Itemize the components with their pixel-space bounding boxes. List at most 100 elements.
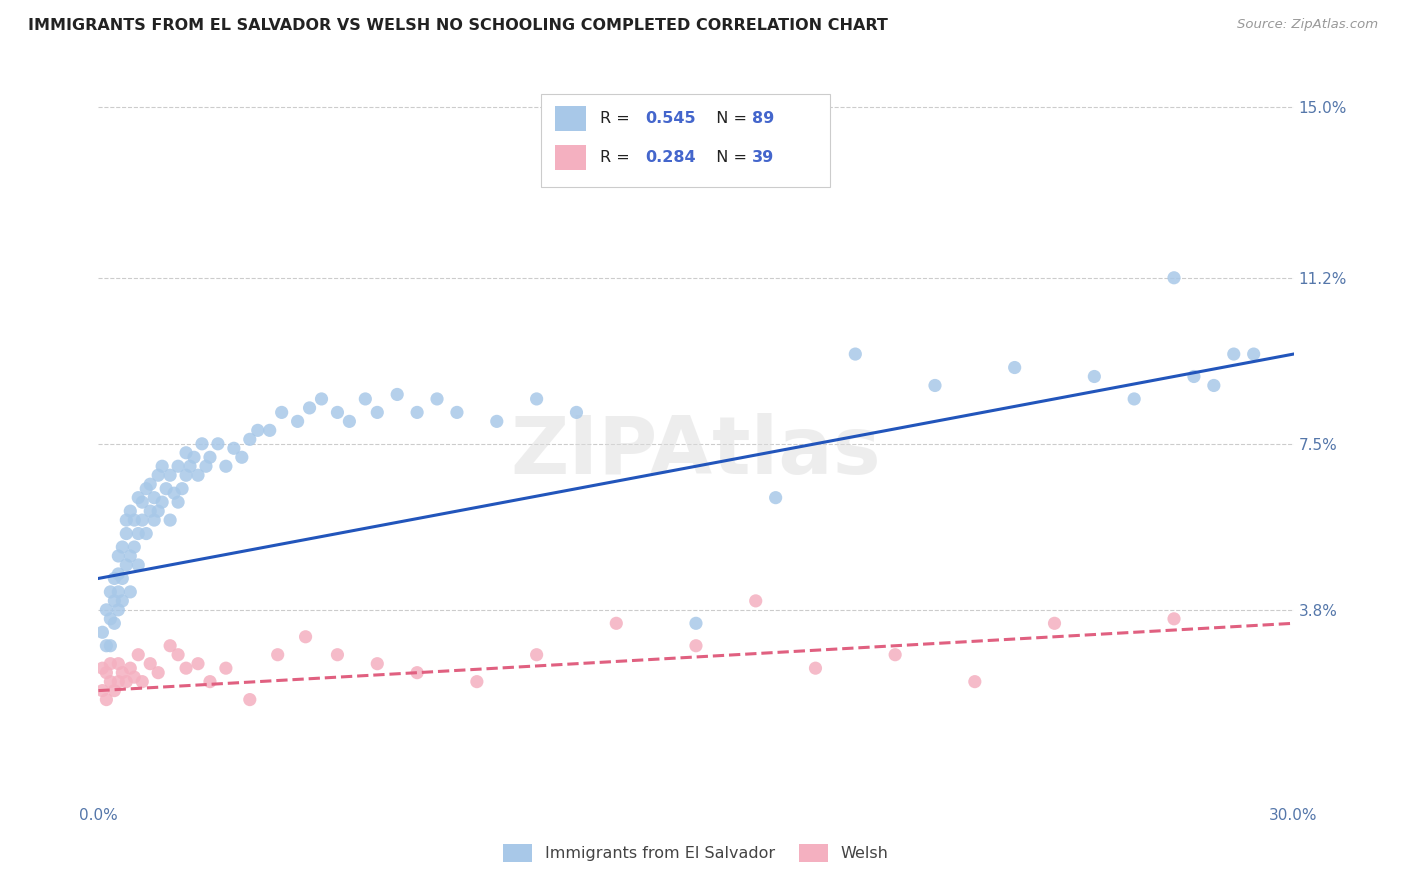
Point	[366, 657, 388, 671]
Point	[98, 657, 122, 671]
Point	[131, 495, 153, 509]
Point	[804, 661, 827, 675]
Point	[148, 468, 170, 483]
Point	[148, 504, 170, 518]
Point	[115, 558, 138, 572]
Point	[187, 468, 209, 483]
Point	[406, 665, 429, 680]
Point	[159, 513, 181, 527]
Point	[91, 661, 114, 675]
Point	[120, 549, 142, 563]
Point	[626, 159, 648, 173]
Point	[1163, 270, 1185, 285]
Point	[103, 616, 125, 631]
Point	[111, 665, 134, 680]
Point	[174, 446, 197, 460]
Point	[198, 674, 221, 689]
Point	[1004, 360, 1026, 375]
Text: R =: R =	[600, 112, 636, 126]
Point	[107, 566, 129, 581]
Text: 0.545: 0.545	[645, 112, 696, 126]
Point	[127, 526, 149, 541]
Point	[239, 433, 262, 447]
Point	[259, 423, 281, 437]
Point	[446, 405, 468, 419]
Point	[115, 674, 138, 689]
Point	[294, 630, 316, 644]
Point	[135, 482, 157, 496]
Point	[1202, 378, 1225, 392]
Point	[198, 450, 221, 465]
Point	[124, 540, 146, 554]
Point	[96, 665, 118, 680]
Point	[526, 392, 548, 406]
Point	[366, 405, 388, 419]
Point	[111, 594, 134, 608]
Point	[111, 540, 134, 554]
Point	[685, 616, 707, 631]
Point	[107, 585, 129, 599]
Point	[485, 414, 508, 428]
Point	[167, 459, 190, 474]
Point	[127, 558, 149, 572]
Point	[131, 674, 153, 689]
Point	[426, 392, 449, 406]
Point	[103, 683, 125, 698]
Point	[120, 661, 142, 675]
Point	[98, 585, 122, 599]
Point	[107, 674, 129, 689]
Point	[103, 571, 125, 585]
Text: Source: ZipAtlas.com: Source: ZipAtlas.com	[1237, 18, 1378, 31]
Text: 89: 89	[752, 112, 775, 126]
Point	[745, 594, 768, 608]
Point	[98, 674, 122, 689]
Point	[183, 450, 205, 465]
Point	[143, 491, 166, 505]
Point	[148, 665, 170, 680]
Point	[98, 639, 122, 653]
Point	[172, 482, 194, 496]
Point	[465, 674, 488, 689]
Text: 0.284: 0.284	[645, 151, 696, 165]
Point	[246, 423, 269, 437]
Point	[150, 495, 173, 509]
Point	[1163, 612, 1185, 626]
Point	[139, 504, 162, 518]
Point	[103, 594, 125, 608]
Point	[287, 414, 309, 428]
Point	[222, 442, 245, 456]
Point	[96, 639, 118, 653]
Text: N =: N =	[706, 151, 752, 165]
Point	[195, 459, 218, 474]
Point	[159, 639, 181, 653]
Point	[339, 414, 361, 428]
Point	[127, 491, 149, 505]
Point	[844, 347, 866, 361]
Text: R =: R =	[600, 151, 636, 165]
Point	[298, 401, 321, 415]
Point	[120, 504, 142, 518]
Point	[124, 513, 146, 527]
Point	[120, 585, 142, 599]
Point	[107, 603, 129, 617]
Point	[127, 648, 149, 662]
Point	[96, 692, 118, 706]
Point	[207, 437, 229, 451]
Text: IMMIGRANTS FROM EL SALVADOR VS WELSH NO SCHOOLING COMPLETED CORRELATION CHART: IMMIGRANTS FROM EL SALVADOR VS WELSH NO …	[28, 18, 889, 33]
Point	[167, 495, 190, 509]
Point	[174, 661, 197, 675]
Point	[1043, 616, 1066, 631]
Point	[111, 571, 134, 585]
Point	[124, 670, 146, 684]
Point	[107, 657, 129, 671]
Point	[685, 639, 707, 653]
Point	[1123, 392, 1146, 406]
Point	[565, 405, 588, 419]
Text: ZIPAtlas: ZIPAtlas	[510, 413, 882, 491]
Point	[526, 648, 548, 662]
Point	[385, 387, 409, 401]
Point	[107, 549, 129, 563]
Point	[167, 648, 190, 662]
Point	[191, 437, 214, 451]
Point	[215, 661, 238, 675]
